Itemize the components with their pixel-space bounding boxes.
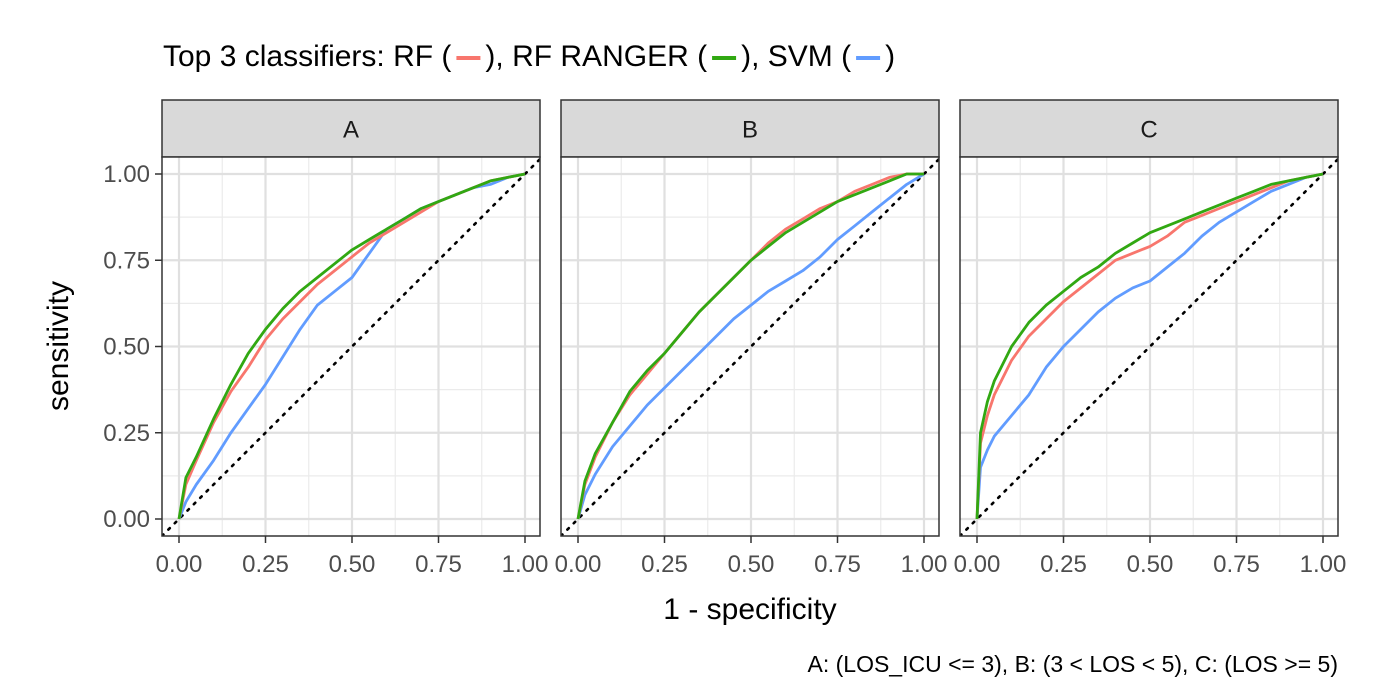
title-sep1: ), RF RANGER ( [485, 40, 707, 73]
roc-curve-rf-ranger [177, 172, 526, 520]
x-tick-label: 1.00 [502, 551, 549, 578]
x-tick-label: 0.25 [1040, 551, 1087, 578]
roc-curve-rf-ranger [576, 172, 924, 520]
x-tick-label: 0.00 [156, 551, 203, 578]
reference-diagonal [162, 157, 540, 536]
x-tick-label: 0.25 [641, 551, 688, 578]
strip-background [560, 99, 940, 158]
x-tick-label: 0.00 [555, 551, 602, 578]
x-tick-label: 0.50 [728, 551, 775, 578]
x-tick-label: 1.00 [1300, 551, 1347, 578]
title-sep2: ), SVM ( [741, 40, 851, 73]
strip-label-c: C [1140, 117, 1157, 144]
x-tick-label: 0.75 [1213, 551, 1260, 578]
y-axis: 0.00 0.25 0.50 0.75 1.00 [103, 161, 162, 533]
y-tick-label: 1.00 [103, 161, 150, 188]
title-prefix: Top 3 classifiers: RF ( [163, 40, 451, 73]
panel-c: C 0.00 0.25 0.50 0.75 1.00 [954, 99, 1347, 578]
roc-curve-rf-ranger [975, 172, 1324, 520]
roc-curve-svm [576, 172, 925, 520]
y-axis-title: sensitivity [42, 281, 75, 411]
x-tick-label: 0.50 [329, 551, 376, 578]
chart-title: Top 3 classifiers: RF ( ), RF RANGER ( ), … [163, 40, 895, 73]
roc-curve-rf [975, 172, 1324, 520]
reference-diagonal [960, 157, 1338, 536]
y-tick-label: 0.75 [103, 247, 150, 274]
x-tick-label: 0.00 [954, 551, 1001, 578]
roc-curve-svm [975, 172, 1324, 520]
x-tick-label: 1.00 [901, 551, 948, 578]
panel-b: B 0.00 0.25 0.50 0.75 1.00 [555, 99, 948, 578]
x-tick-label: 0.75 [415, 551, 462, 578]
y-tick-label: 0.00 [103, 506, 150, 533]
panel-a: A 0.00 0.25 0.50 0.75 1.00 [156, 99, 549, 578]
grid [162, 157, 540, 536]
y-tick-label: 0.25 [103, 420, 150, 447]
y-tick-label: 0.50 [103, 334, 150, 361]
chart-caption: A: (LOS_ICU <= 3), B: (3 < LOS < 5), C: … [808, 651, 1339, 677]
x-tick-label: 0.25 [242, 551, 289, 578]
strip-label-b: B [742, 117, 758, 144]
strip-label-a: A [343, 117, 359, 144]
reference-diagonal [561, 157, 939, 536]
panel-border [959, 156, 1339, 537]
strip-background [161, 99, 541, 158]
title-suffix: ) [885, 40, 895, 73]
x-axis-title: 1 - specificity [663, 593, 836, 626]
strip-background [959, 99, 1339, 158]
x-tick-label: 0.50 [1127, 551, 1174, 578]
panel-border [560, 156, 940, 537]
facet-panels: A 0.00 0.25 0.50 0.75 1.00 B 0.00 0.25 0.50 0.75 1.… [156, 99, 1347, 578]
grid [561, 157, 939, 536]
x-tick-label: 0.75 [814, 551, 861, 578]
